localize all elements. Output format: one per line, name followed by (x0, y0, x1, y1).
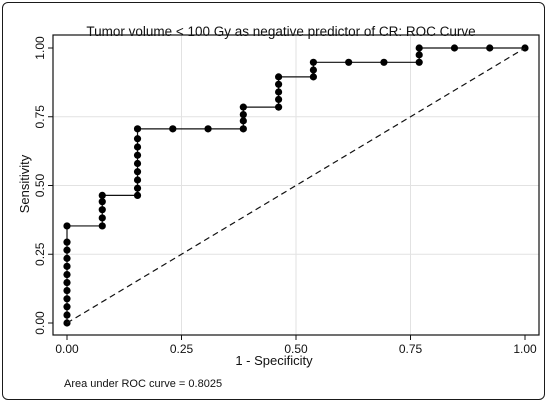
roc-point (98, 222, 106, 230)
roc-point (63, 238, 71, 246)
x-tick-label: 0.00 (55, 342, 79, 356)
y-tick-label: 1.00 (33, 36, 47, 60)
roc-point (98, 206, 106, 214)
roc-point (63, 278, 71, 287)
roc-point (239, 103, 247, 111)
y-tick-label: 0.00 (33, 311, 47, 335)
roc-point (415, 44, 423, 52)
roc-point (98, 198, 106, 206)
roc-point (98, 191, 106, 199)
y-tick-label: 0.75 (33, 105, 47, 129)
roc-point (450, 44, 459, 52)
x-axis-label: 1 - Specificity (235, 353, 313, 368)
roc-point (133, 176, 142, 184)
roc-point (63, 222, 71, 230)
roc-point (204, 125, 212, 133)
roc-point (274, 103, 283, 111)
roc-point (63, 286, 71, 295)
y-tick-label: 0.25 (33, 242, 47, 266)
series (63, 44, 529, 327)
roc-point (274, 88, 283, 96)
roc-point (63, 295, 71, 303)
roc-point (133, 125, 142, 133)
roc-point (63, 303, 71, 311)
roc-point (274, 73, 283, 81)
roc-point (133, 191, 142, 199)
x-tick-label: 0.75 (399, 342, 423, 356)
roc-point (309, 58, 318, 66)
roc-point (309, 66, 318, 74)
roc-point (133, 143, 142, 151)
roc-point (133, 151, 142, 159)
x-tick-label: 0.50 (284, 342, 308, 356)
chart-figure: Tumor volume < 100 Gy as negative predic… (2, 2, 545, 400)
auc-annotation: Area under ROC curve = 0.8025 (64, 378, 222, 390)
roc-point (63, 262, 71, 270)
roc-point (239, 117, 247, 125)
roc-point (133, 168, 142, 176)
roc-point (133, 135, 142, 143)
roc-point (274, 80, 283, 88)
roc-point (98, 214, 106, 222)
roc-point (345, 58, 353, 66)
x-tick-label: 1.00 (513, 342, 537, 356)
roc-point (63, 246, 71, 254)
axes: 0.00 0.25 0.50 0.75 1.00 0.00 0.25 0.50 0.75 1.00 (33, 36, 537, 356)
roc-point (415, 58, 423, 66)
roc-point (133, 159, 142, 168)
roc-point (309, 73, 318, 81)
roc-point (415, 51, 423, 59)
roc-chart: Tumor volume < 100 Gy as negative predic… (17, 24, 540, 390)
grid (53, 35, 539, 335)
y-axis-label: Sensitivity (17, 154, 32, 213)
roc-point (239, 110, 247, 119)
roc-point (63, 311, 71, 319)
roc-point (274, 95, 283, 104)
roc-point (486, 44, 494, 52)
reference-diagonal-line (66, 47, 526, 324)
roc-point (380, 58, 388, 66)
x-tick-label: 0.25 (170, 342, 194, 356)
roc-point (239, 125, 247, 133)
roc-point (169, 125, 177, 133)
roc-point (133, 184, 142, 192)
roc-point (63, 271, 71, 279)
y-tick-label: 0.50 (33, 173, 47, 197)
chart-title: Tumor volume < 100 Gy as negative predic… (86, 24, 475, 39)
roc-point (63, 254, 71, 262)
